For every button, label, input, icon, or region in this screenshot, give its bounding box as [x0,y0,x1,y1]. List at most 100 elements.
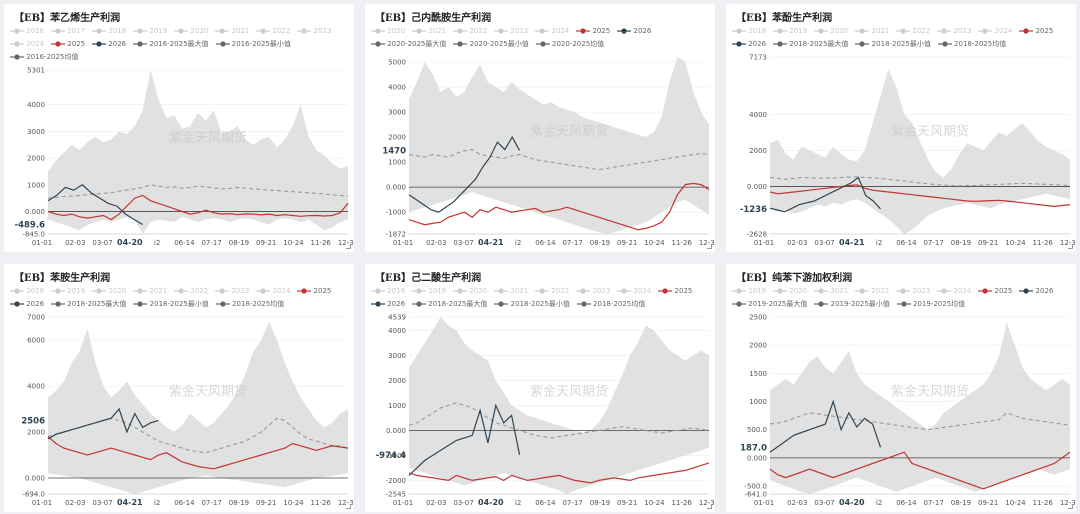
legend-item[interactable]: 2020-2025均值 [535,38,604,51]
legend-item[interactable]: 2019 [51,285,85,298]
chart-title: 【EB】己二酸生产利润 [375,273,482,284]
legend-item[interactable]: 2023 [494,25,528,38]
legend-item[interactable]: 2018 [92,25,126,38]
resize-handle[interactable] [346,504,351,509]
legend-item[interactable]: 2020-2025最大值 [371,38,446,51]
legend-item[interactable]: 2019 [732,285,766,298]
legend-item[interactable]: 2018-2025最小值 [855,38,931,51]
y-tick-label: 2000 [27,429,45,437]
legend-item[interactable]: 2020 [371,25,405,38]
legend-item[interactable]: 2022 [174,285,208,298]
legend-item[interactable]: 2025 [51,38,85,51]
legend-label: 2025 [1033,27,1054,35]
resize-handle[interactable] [1068,244,1073,249]
legend-item[interactable]: 2026 [10,298,44,311]
legend-item[interactable]: 2026 [732,38,766,51]
legend-item[interactable]: 2026 [371,298,405,311]
legend-marker [814,28,829,34]
legend-item[interactable]: 2019 [412,285,446,298]
legend-item[interactable]: 2026 [617,25,651,38]
legend-marker [412,288,427,294]
legend-item[interactable]: 2019 [773,25,807,38]
legend-item[interactable]: 2020 [453,285,487,298]
legend-marker [535,288,550,294]
legend-item[interactable]: 2018 [371,285,405,298]
legend-item[interactable]: 2016-2025最大值 [133,38,209,51]
legend-item[interactable]: 2023 [576,285,610,298]
legend-item[interactable]: 2018-2025最大值 [773,38,848,51]
legend-item[interactable]: 2020 [174,25,208,38]
legend-item[interactable]: 2021 [215,25,249,38]
y-tick-label: 0.000 [25,475,45,483]
legend-item[interactable]: 2018-2025均值 [937,38,1006,51]
legend-marker [494,288,509,294]
legend-marker [855,41,870,47]
legend-item[interactable]: 2018-2025最大值 [412,298,487,311]
resize-handle[interactable] [707,244,712,249]
legend-item[interactable]: 2018 [10,285,44,298]
legend-marker [133,41,148,47]
legend-item[interactable]: 2022 [855,285,889,298]
legend-item[interactable]: 2021 [412,25,446,38]
legend-item[interactable]: 2021 [814,285,848,298]
legend-item[interactable]: 2024 [937,285,971,298]
y-tick-label: 7000 [27,314,45,322]
legend-item[interactable]: 2017 [51,25,85,38]
legend-item[interactable]: 2018-2025均值 [215,298,284,311]
legend-item[interactable]: 2025 [658,285,692,298]
legend-item[interactable]: 2025 [297,285,331,298]
legend-item[interactable]: 2016 [10,25,44,38]
legend-item[interactable]: 2019-2025最大值 [732,298,807,311]
legend-item[interactable]: 2022 [896,25,930,38]
legend-item[interactable]: 2025 [978,285,1012,298]
legend-item[interactable]: 2024 [10,38,44,51]
legend-item[interactable]: 2024 [535,25,569,38]
legend-marker [732,288,746,294]
legend-label: 2019-2025最小值 [828,300,890,308]
resize-handle[interactable] [1068,504,1073,509]
legend-item[interactable]: 2024 [978,25,1012,38]
legend-item[interactable]: 2023 [215,285,249,298]
legend-item[interactable]: 2021 [494,285,528,298]
legend-item[interactable]: 2026 [1019,285,1053,298]
x-tick-label: i2 [515,239,521,247]
legend-item[interactable]: 2016-2025均值 [10,51,78,64]
legend-label: 2020-2025最小值 [467,40,529,48]
legend-item[interactable]: 2023 [896,285,930,298]
legend-item[interactable]: 2024 [256,285,290,298]
legend-item[interactable]: 2021 [855,25,889,38]
legend-item[interactable]: 2021 [133,285,167,298]
legend-marker [773,41,788,47]
legend-item[interactable]: 2018-2025最大值 [51,298,126,311]
legend-item[interactable]: 2023 [937,25,971,38]
legend-item[interactable]: 2020 [814,25,848,38]
legend-label: 2022 [910,27,931,35]
legend-item[interactable]: 2022 [535,285,569,298]
max-min-band [770,322,1070,494]
legend-item[interactable]: 2022 [256,25,290,38]
legend-item[interactable]: 2019-2025最小值 [814,298,890,311]
legend-item[interactable]: 2019-2025均值 [896,298,965,311]
legend-item[interactable]: 2020 [773,285,807,298]
legend-item[interactable]: 2018-2025最小值 [133,298,209,311]
legend-item[interactable]: 2023 [297,25,331,38]
legend-item[interactable]: 2025 [1019,25,1053,38]
legend-item[interactable]: 2026 [92,38,126,51]
legend-label: 2018-2025最小值 [147,300,209,308]
legend-item[interactable]: 2018 [732,25,766,38]
legend-item[interactable]: 2018-2025最小值 [494,298,570,311]
legend-label: 2024 [549,27,570,35]
legend-item[interactable]: 2019 [133,25,167,38]
legend-item[interactable]: 2016-2025最小值 [215,38,291,51]
legend-item[interactable]: 2025 [576,25,610,38]
legend-item[interactable]: 2020-2025最小值 [453,38,529,51]
x-tick-label: 10-24 [644,239,665,247]
legend-item[interactable]: 2018-2025均值 [576,298,645,311]
x-tick-label: 01-01 [32,239,52,247]
resize-handle[interactable] [707,504,712,509]
resize-handle[interactable] [346,244,351,249]
legend-item[interactable]: 2020 [92,285,126,298]
legend-label: 2020 [787,287,808,295]
legend-item[interactable]: 2022 [453,25,487,38]
legend-item[interactable]: 2024 [617,285,651,298]
